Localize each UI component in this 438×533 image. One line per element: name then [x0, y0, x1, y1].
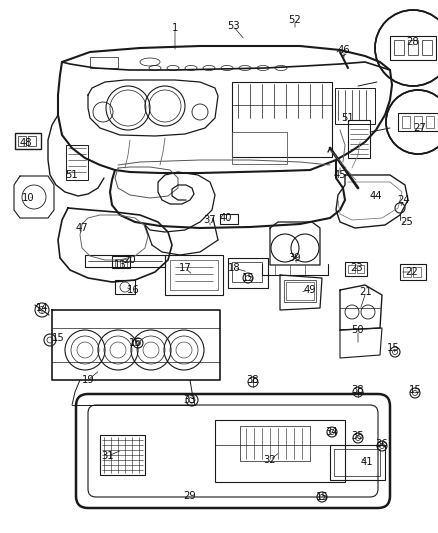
Bar	[330, 445, 385, 480]
Bar	[115, 259, 120, 267]
Text: 28: 28	[407, 37, 419, 47]
Bar	[122, 259, 127, 267]
Bar	[18, 136, 26, 146]
Text: 15: 15	[129, 338, 141, 348]
Text: 15: 15	[409, 385, 421, 395]
Bar	[345, 262, 367, 276]
Text: 50: 50	[352, 325, 364, 335]
Text: 44: 44	[370, 191, 382, 201]
Text: 35: 35	[352, 431, 364, 441]
Text: 39: 39	[289, 253, 301, 263]
Bar	[335, 88, 375, 124]
Bar	[286, 282, 314, 300]
Text: 1: 1	[172, 23, 178, 33]
Text: 52: 52	[289, 15, 301, 25]
Bar	[422, 40, 432, 55]
Text: 37: 37	[204, 215, 216, 225]
Text: 13: 13	[114, 260, 126, 270]
Text: 47: 47	[76, 223, 88, 233]
Text: 22: 22	[406, 267, 418, 277]
Text: 49: 49	[304, 285, 316, 295]
Text: 14: 14	[35, 303, 48, 313]
Text: 15: 15	[316, 492, 328, 502]
Bar	[215, 420, 345, 482]
Text: 48: 48	[20, 138, 32, 148]
Bar	[165, 255, 223, 295]
Text: 21: 21	[360, 287, 372, 297]
Text: 10: 10	[22, 193, 34, 203]
Text: 41: 41	[360, 457, 373, 467]
Text: 23: 23	[351, 263, 363, 273]
Text: 15: 15	[387, 343, 399, 353]
Bar	[414, 116, 422, 128]
Text: 25: 25	[401, 217, 413, 227]
Text: 16: 16	[127, 285, 139, 295]
Bar	[15, 133, 41, 149]
Bar	[284, 280, 316, 302]
Bar	[357, 265, 364, 273]
Text: 46: 46	[338, 45, 350, 55]
Bar	[170, 260, 218, 290]
Bar	[228, 258, 268, 288]
Bar	[398, 113, 438, 131]
Text: 40: 40	[220, 213, 232, 223]
Bar	[115, 280, 135, 294]
Circle shape	[386, 90, 438, 154]
Bar	[334, 449, 380, 476]
Text: 38: 38	[352, 385, 364, 395]
Bar	[402, 116, 410, 128]
Bar	[232, 132, 287, 164]
Bar	[240, 426, 310, 461]
Text: 32: 32	[264, 455, 276, 465]
Text: 15: 15	[52, 333, 64, 343]
Bar	[394, 40, 404, 55]
Bar	[232, 262, 262, 282]
Text: 24: 24	[398, 195, 410, 205]
Bar	[232, 82, 332, 157]
Bar	[400, 264, 426, 280]
Text: 27: 27	[413, 123, 426, 133]
Text: 53: 53	[227, 21, 239, 31]
Bar	[390, 36, 436, 60]
Text: 19: 19	[81, 375, 94, 385]
Text: 38: 38	[247, 375, 259, 385]
Text: 36: 36	[376, 439, 389, 449]
Text: 17: 17	[179, 263, 191, 273]
Bar	[66, 145, 88, 180]
Text: 31: 31	[102, 451, 114, 461]
Text: 51: 51	[342, 113, 354, 123]
Text: 20: 20	[124, 255, 136, 265]
Text: 18: 18	[228, 263, 240, 273]
Bar	[403, 267, 411, 277]
Bar	[348, 265, 355, 273]
Bar	[220, 214, 238, 224]
Bar	[100, 435, 145, 475]
Bar	[413, 267, 421, 277]
Bar	[112, 256, 130, 268]
Circle shape	[375, 10, 438, 86]
Text: 51: 51	[66, 170, 78, 180]
Bar	[408, 40, 418, 55]
Text: 45: 45	[334, 170, 346, 180]
Bar	[348, 120, 370, 158]
Text: 15: 15	[242, 273, 254, 283]
Text: 29: 29	[184, 491, 196, 501]
Bar	[28, 136, 36, 146]
Bar	[426, 116, 434, 128]
Bar	[90, 57, 118, 68]
Bar	[85, 255, 165, 267]
Text: 34: 34	[326, 427, 338, 437]
Text: 33: 33	[184, 395, 196, 405]
